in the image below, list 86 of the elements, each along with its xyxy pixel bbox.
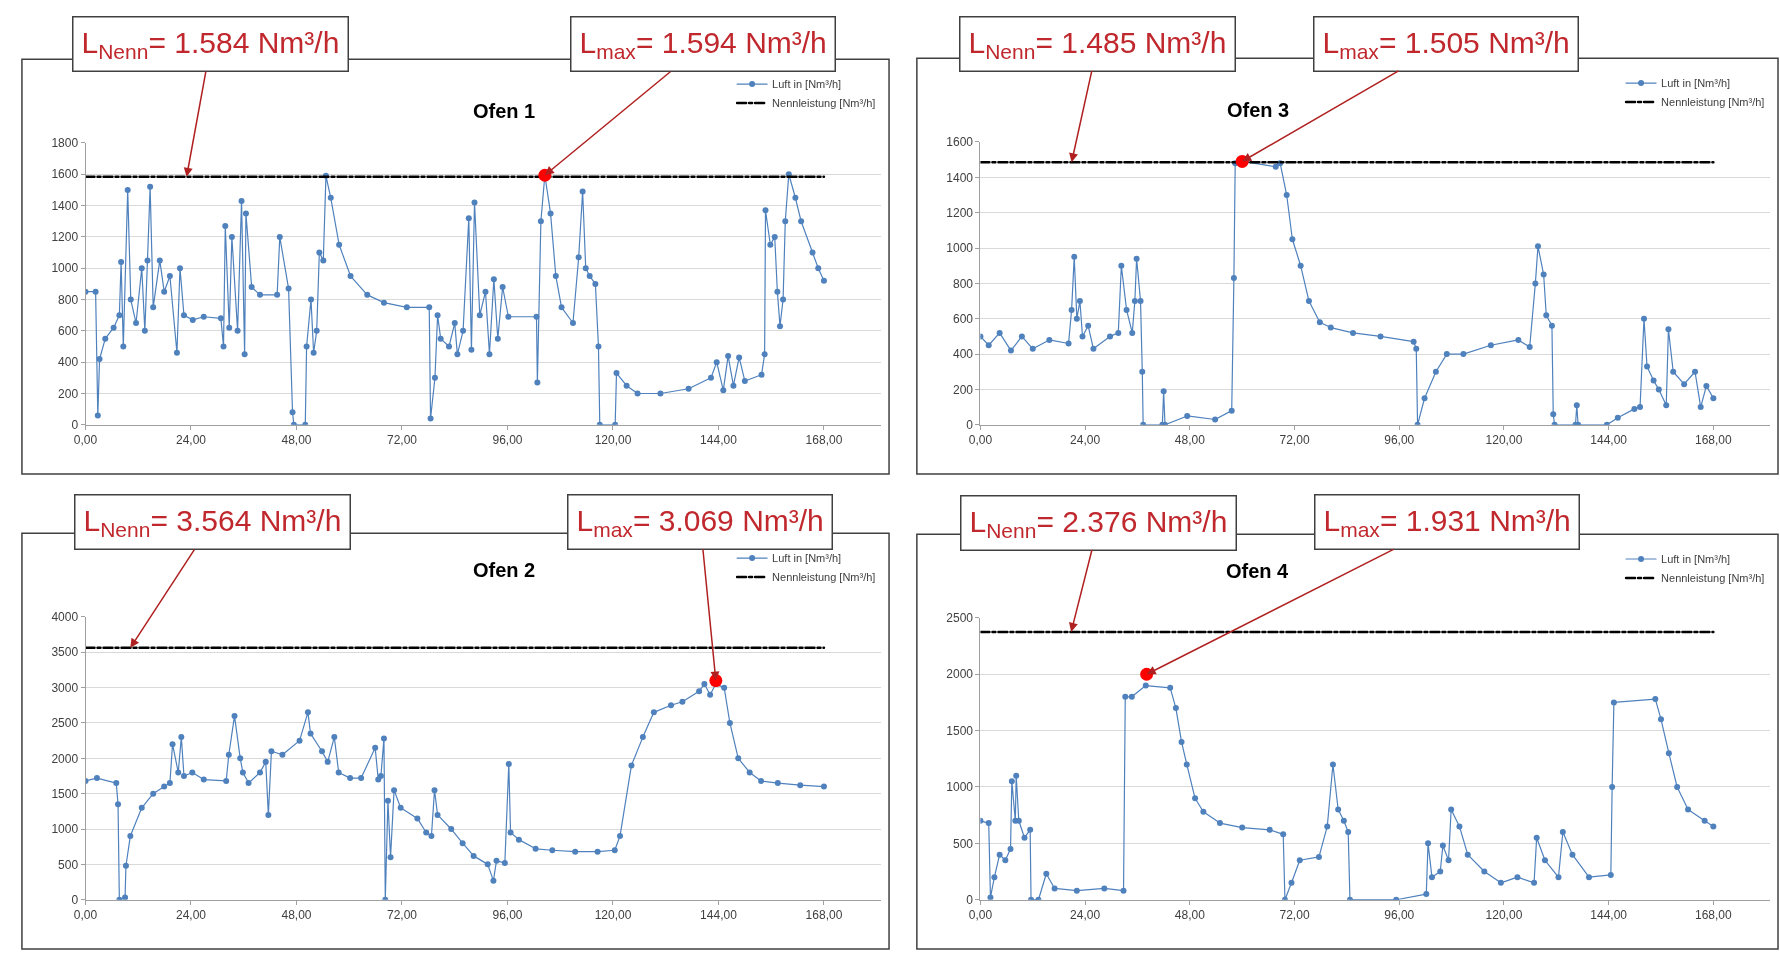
y-tick-label: 3000 [51,680,79,695]
y-tick-label: 1500 [51,786,79,801]
x-tick-label: 24,00 [175,908,207,923]
y-tick-label: 500 [58,857,79,872]
x-tick-label: 48,00 [1174,433,1206,448]
y-tick-label: 1000 [946,780,974,795]
y-tick-label: 0 [71,417,79,432]
x-tick-label: 144,00 [1590,908,1628,923]
y-tick-label: 2500 [946,611,974,626]
x-tick-label: 0,00 [73,433,98,448]
chart-title: Ofen 4 [1226,560,1290,582]
y-tick-label: 1600 [51,167,79,182]
y-tick-label: 0 [71,892,79,907]
x-tick-label: 144,00 [700,433,738,448]
y-tick-label: 0 [966,892,974,907]
x-tick-label: 24,00 [1070,908,1101,923]
annotation: L$_{Nenn}$= 2.376 Nm³/h [969,504,1228,542]
chart-title: Ofen 1 [473,100,536,122]
y-tick-label: 4000 [51,610,79,625]
y-tick-label: 1400 [946,170,974,185]
x-tick-label: 24,00 [1070,433,1101,448]
x-tick-label: 168,00 [805,908,843,923]
annotation: L$_{max}$= 1.931 Nm³/h [1323,503,1571,541]
x-tick-label: 168,00 [805,433,843,448]
x-tick-label: 72,00 [1279,433,1310,448]
legend-label: Nennleistung [Nm³/h] [1661,572,1765,585]
x-tick-label: 48,00 [281,433,312,448]
y-tick-label: 200 [953,382,974,397]
x-tick-label: 96,00 [492,433,523,448]
legend-label: Luft in [Nm³/h] [772,78,842,91]
x-tick-label: 72,00 [386,433,418,448]
x-tick-label: 120,00 [594,908,632,923]
y-tick-label: 1600 [946,135,974,150]
y-tick-label: 3500 [51,645,79,660]
x-tick-label: 120,00 [1485,908,1523,923]
y-tick-label: 1000 [51,261,79,276]
annotation: L$_{max}$= 1.505 Nm³/h [1322,25,1570,63]
annotation: L$_{max}$= 3.069 Nm³/h [576,503,824,541]
annotation: L$_{max}$= 1.594 Nm³/h [579,25,827,63]
x-tick-label: 144,00 [700,908,738,923]
y-tick-label: 1000 [946,241,974,256]
x-tick-label: 72,00 [1279,908,1310,923]
y-tick-label: 400 [58,355,79,370]
x-tick-label: 168,00 [1695,908,1733,923]
y-tick-label: 1400 [51,198,79,213]
x-tick-label: 72,00 [386,908,418,923]
legend-label: Luft in [Nm³/h] [1661,553,1731,566]
x-tick-label: 0,00 [968,908,993,923]
y-tick-label: 500 [953,836,974,851]
y-tick-label: 1000 [51,822,79,837]
legend-label: Nennleistung [Nm³/h] [1661,96,1765,109]
x-tick-label: 120,00 [594,433,632,448]
x-tick-label: 0,00 [968,433,993,448]
x-tick-label: 120,00 [1485,433,1523,448]
y-tick-label: 1800 [51,136,79,151]
annotation: L$_{Nenn}$= 1.584 Nm³/h [81,25,340,63]
y-tick-label: 2000 [946,667,974,682]
annotation: L$_{Nenn}$= 1.485 Nm³/h [968,25,1227,63]
y-tick-label: 600 [58,324,79,339]
x-tick-label: 48,00 [1174,908,1206,923]
legend-label: Nennleistung [Nm³/h] [772,97,876,110]
annotation: L$_{Nenn}$= 3.564 Nm³/h [83,503,342,541]
y-tick-label: 2500 [51,716,79,731]
x-tick-label: 24,00 [175,433,207,448]
y-tick-label: 1200 [946,205,974,220]
x-tick-label: 0,00 [73,908,98,923]
y-tick-label: 1500 [946,723,974,738]
chart-title: Ofen 3 [1227,99,1290,121]
y-tick-label: 600 [953,311,974,326]
chart-title: Ofen 2 [473,559,536,581]
y-tick-label: 200 [58,386,79,401]
x-tick-label: 96,00 [492,908,523,923]
y-tick-label: 0 [966,417,974,432]
legend-label: Nennleistung [Nm³/h] [772,571,876,584]
x-tick-label: 96,00 [1384,908,1415,923]
y-tick-label: 1200 [51,230,79,245]
y-tick-label: 2000 [51,751,79,766]
y-tick-label: 800 [58,292,79,307]
x-tick-label: 48,00 [281,908,312,923]
x-tick-label: 96,00 [1384,433,1415,448]
y-tick-label: 800 [953,276,974,291]
legend-label: Luft in [Nm³/h] [772,552,842,565]
x-tick-label: 144,00 [1590,433,1628,448]
y-tick-label: 400 [953,347,974,362]
x-tick-label: 168,00 [1695,433,1733,448]
legend-label: Luft in [Nm³/h] [1661,77,1731,90]
